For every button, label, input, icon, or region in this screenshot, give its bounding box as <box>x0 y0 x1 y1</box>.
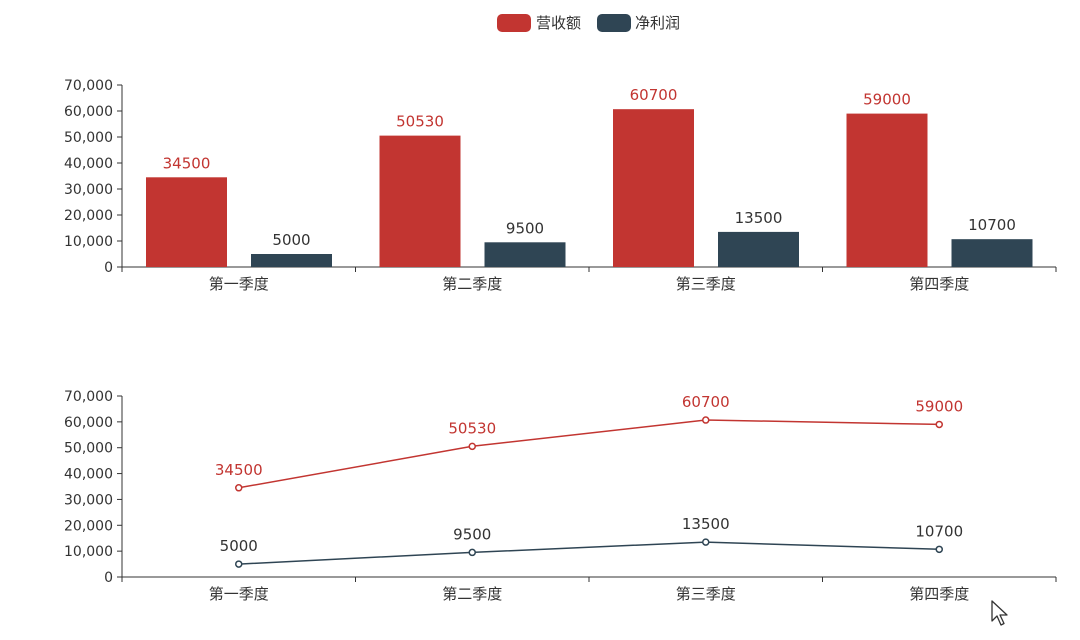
y-tick-label: 20,000 <box>64 208 113 224</box>
line-data-label: 60700 <box>682 393 730 411</box>
bar-data-label: 59000 <box>863 91 911 109</box>
line-point[interactable] <box>235 484 243 492</box>
bar-data-label: 9500 <box>506 219 544 237</box>
line-data-label: 13500 <box>682 515 730 533</box>
bar-data-label: 10700 <box>968 216 1016 234</box>
bar[interactable] <box>846 113 928 267</box>
line-data-label: 34500 <box>215 461 263 479</box>
line-series-revenue: 34500 50530 60700 59000 <box>215 393 963 492</box>
line-data-label: 5000 <box>220 537 258 555</box>
y-tick-label: 60,000 <box>64 104 113 120</box>
line-chart: 0 10,000 20,000 30,000 40,000 50,000 60,000 70,… <box>64 389 1057 603</box>
legend-swatch <box>597 14 631 32</box>
legend-label: 营收额 <box>536 14 581 32</box>
legend-swatch <box>497 14 531 32</box>
y-tick-label: 30,000 <box>64 492 113 508</box>
y-tick-label: 50,000 <box>64 130 113 146</box>
y-tick-label: 0 <box>104 260 113 276</box>
x-axis: 第一季度 第二季度 第三季度 第四季度 <box>121 266 1057 293</box>
bar-series-profit: 5000 9500 13500 10700 <box>251 209 1033 267</box>
y-axis: 0 10,000 20,000 30,000 40,000 50,000 60,000 70,… <box>64 78 123 276</box>
bar[interactable] <box>613 109 694 268</box>
line-point[interactable] <box>468 548 476 557</box>
bar[interactable] <box>951 239 1033 267</box>
legend: 营收额 净利润 <box>497 14 680 32</box>
x-tick-label: 第三季度 <box>676 585 736 603</box>
legend-item-profit[interactable]: 净利润 <box>597 14 680 32</box>
y-tick-label: 70,000 <box>64 389 113 405</box>
legend-item-revenue[interactable]: 营收额 <box>497 14 581 32</box>
y-tick-label: 40,000 <box>64 156 113 172</box>
y-tick-label: 20,000 <box>64 518 113 534</box>
x-tick-label: 第四季度 <box>909 275 969 293</box>
bar[interactable] <box>484 242 566 267</box>
line-point[interactable] <box>468 442 476 451</box>
bar-data-label: 60700 <box>630 86 678 104</box>
x-tick-label: 第一季度 <box>209 275 269 293</box>
line-series-profit: 5000 9500 13500 10700 <box>220 515 963 568</box>
bar-series-revenue: 34500 50530 60700 59000 <box>146 86 928 268</box>
line-point[interactable] <box>702 538 710 546</box>
y-tick-label: 30,000 <box>64 182 113 198</box>
x-tick-label: 第一季度 <box>209 585 269 603</box>
x-tick-label: 第二季度 <box>442 275 502 293</box>
legend-label: 净利润 <box>635 14 680 32</box>
y-tick-label: 10,000 <box>64 234 113 250</box>
y-tick-label: 0 <box>104 570 113 586</box>
line-data-label: 59000 <box>915 397 963 415</box>
x-tick-label: 第三季度 <box>676 275 736 293</box>
y-tick-label: 50,000 <box>64 441 113 457</box>
series-line <box>238 419 940 489</box>
bar-data-label: 13500 <box>735 209 783 227</box>
line-point[interactable] <box>935 420 943 429</box>
mouse-pointer-icon <box>991 600 1008 626</box>
line-data-label: 50530 <box>448 419 496 437</box>
y-tick-label: 40,000 <box>64 467 113 483</box>
bar-data-label: 50530 <box>396 113 444 131</box>
bar[interactable] <box>251 254 332 267</box>
y-tick-label: 70,000 <box>64 78 113 94</box>
bar[interactable] <box>718 231 799 267</box>
bar-data-label: 34500 <box>163 154 211 172</box>
bar-data-label: 5000 <box>272 231 310 249</box>
bar[interactable] <box>146 177 227 267</box>
y-tick-label: 10,000 <box>64 544 113 560</box>
bar-chart: 0 10,000 20,000 30,000 40,000 50,000 60,000 70,… <box>64 78 1057 293</box>
line-point[interactable] <box>235 560 243 568</box>
line-point[interactable] <box>702 416 710 424</box>
y-tick-label: 60,000 <box>64 415 113 431</box>
line-data-label: 10700 <box>915 522 963 540</box>
x-axis: 第一季度 第二季度 第三季度 第四季度 <box>121 576 1057 603</box>
line-point[interactable] <box>935 545 943 554</box>
x-tick-label: 第二季度 <box>442 585 502 603</box>
series-line <box>238 541 940 565</box>
x-tick-label: 第四季度 <box>909 585 969 603</box>
line-data-label: 9500 <box>453 525 491 543</box>
y-axis: 0 10,000 20,000 30,000 40,000 50,000 60,000 70,… <box>64 389 123 586</box>
bar[interactable] <box>379 135 461 267</box>
